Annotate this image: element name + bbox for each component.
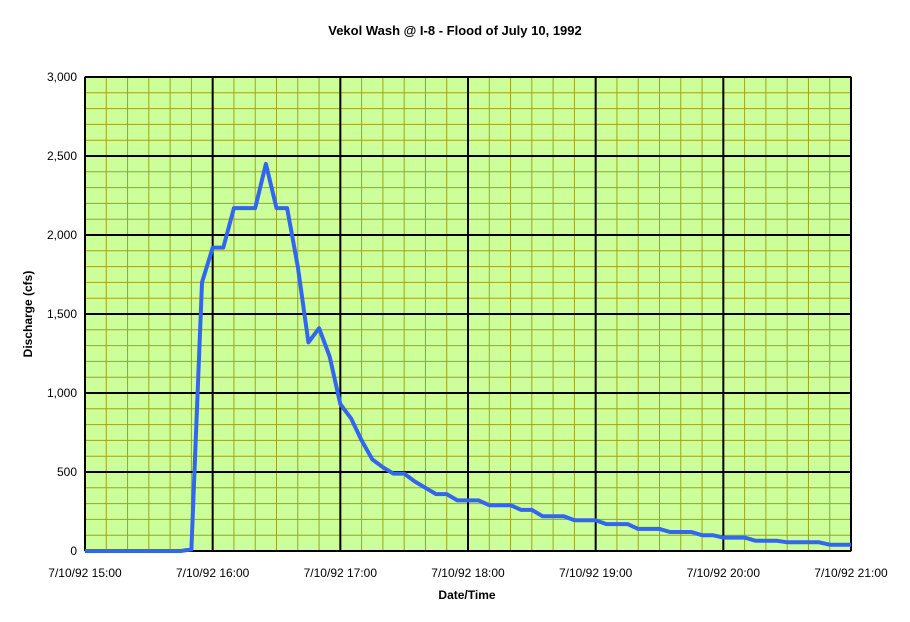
y-axis-label: Discharge (cfs) — [21, 271, 35, 358]
y-tick-label: 2,000 — [47, 228, 77, 242]
x-tick-label: 7/10/92 17:00 — [304, 566, 378, 580]
y-axis-ticks: 0 500 1,000 1,500 2,000 2,500 3,000 — [47, 70, 77, 558]
y-tick-label: 2,500 — [47, 149, 77, 163]
x-tick-label: 7/10/92 18:00 — [431, 566, 505, 580]
x-tick-label: 7/10/92 20:00 — [687, 566, 761, 580]
y-tick-label: 500 — [57, 465, 77, 479]
x-tick-label: 7/10/92 21:00 — [814, 566, 888, 580]
x-tick-label: 7/10/92 15:00 — [48, 566, 122, 580]
discharge-series-line — [85, 161, 851, 553]
x-axis-label: Date/Time — [438, 588, 495, 602]
y-tick-label: 0 — [70, 544, 77, 558]
y-tick-label: 1,500 — [47, 307, 77, 321]
x-tick-label: 7/10/92 16:00 — [176, 566, 250, 580]
x-axis-ticks: 7/10/92 15:00 7/10/92 16:00 7/10/92 17:00 7… — [48, 566, 888, 580]
y-tick-label: 3,000 — [47, 70, 77, 84]
plot-border — [84, 76, 852, 552]
chart-title: Vekol Wash @ I-8 - Flood of July 10, 199… — [328, 23, 582, 38]
x-tick-label: 7/10/92 19:00 — [559, 566, 633, 580]
y-tick-label: 1,000 — [47, 386, 77, 400]
